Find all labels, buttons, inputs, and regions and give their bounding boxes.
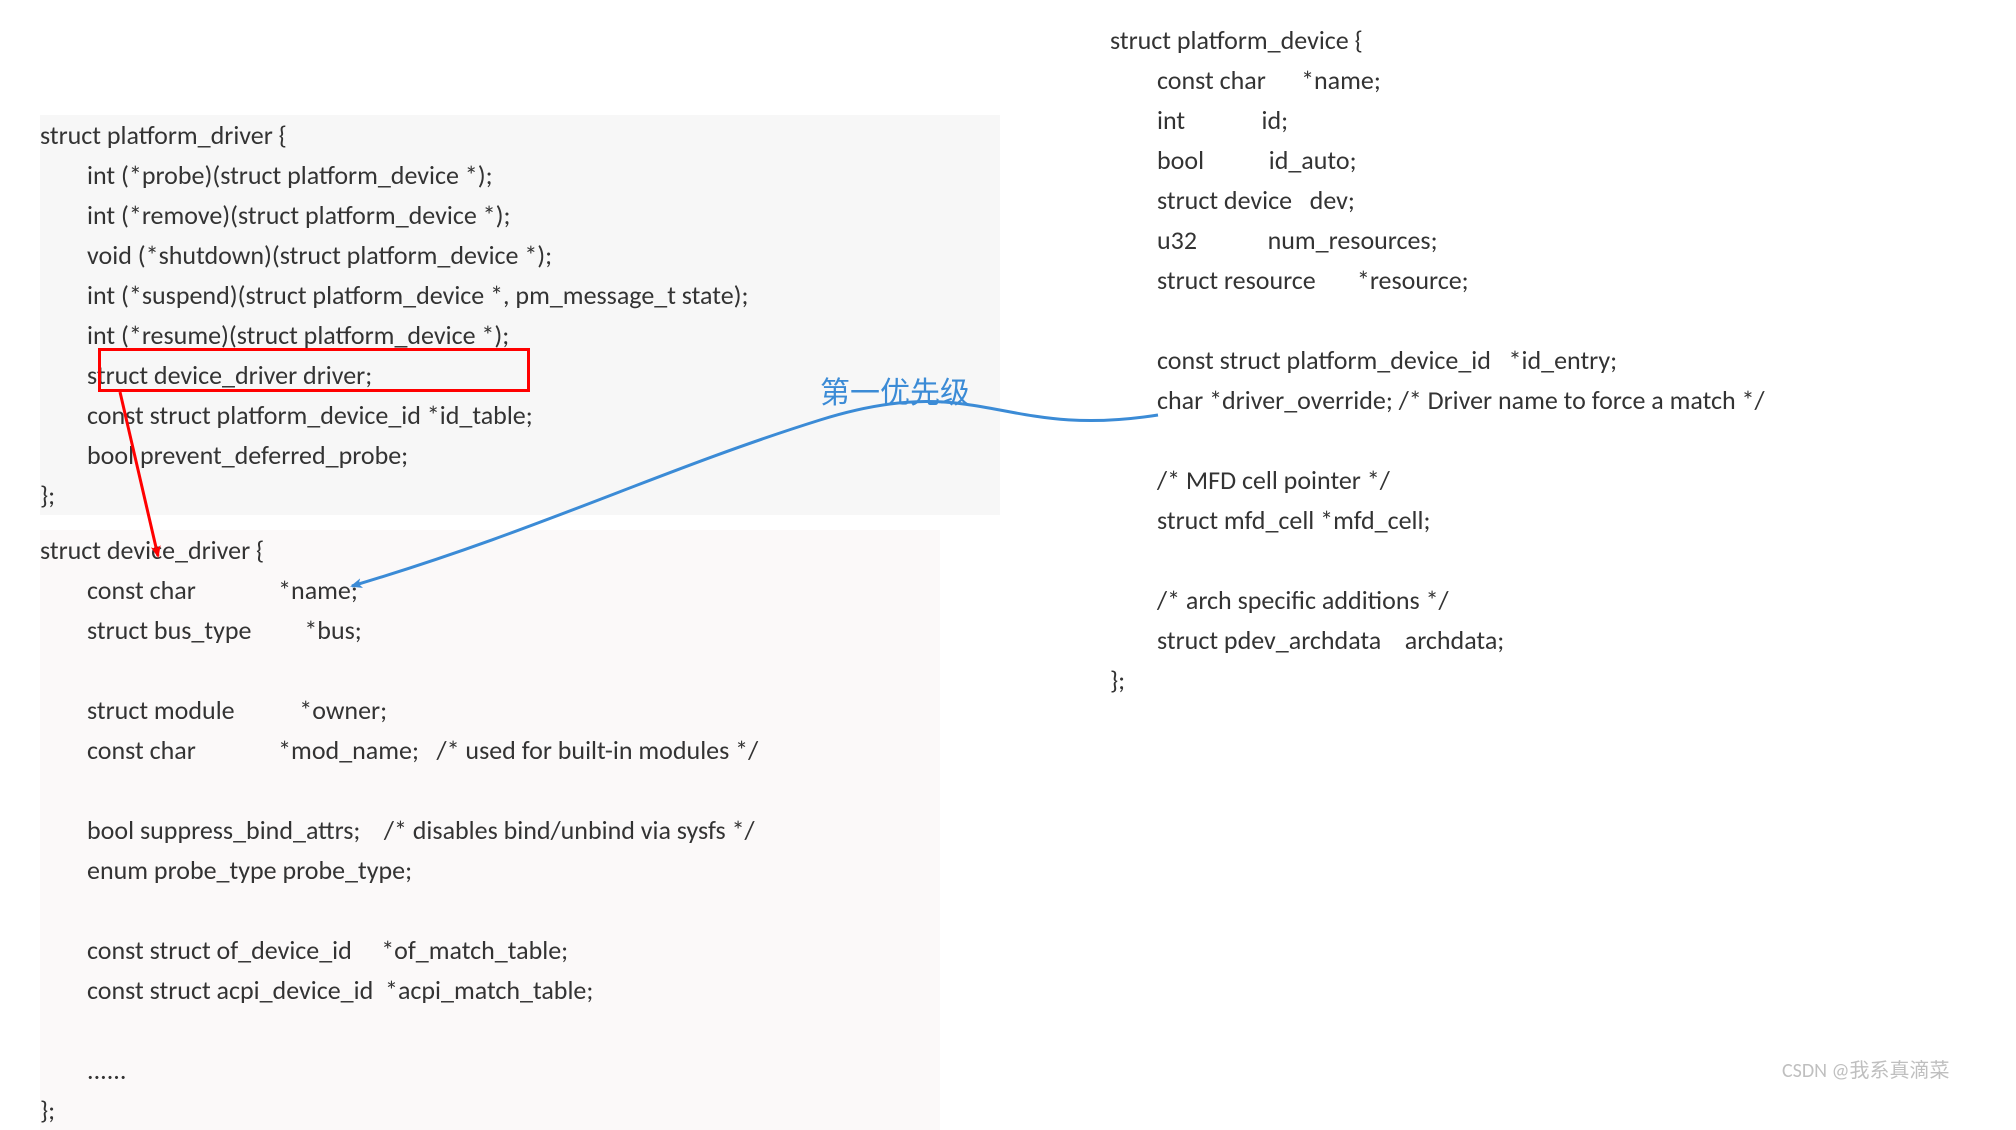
highlight-box-driver-member bbox=[98, 348, 530, 392]
code-block-platform-device: struct platform_device { const char *nam… bbox=[1110, 20, 1970, 700]
annotation-priority-label: 第一优先级 bbox=[820, 368, 970, 412]
watermark-text: CSDN @我系真滴菜 bbox=[1782, 1054, 1949, 1083]
code-block-device-driver: struct device_driver { const char *name;… bbox=[40, 530, 940, 1130]
code-block-platform-driver: struct platform_driver { int (*probe)(st… bbox=[40, 115, 1000, 515]
